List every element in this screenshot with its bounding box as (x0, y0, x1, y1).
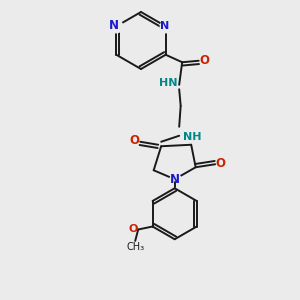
Text: NH: NH (182, 132, 201, 142)
Text: HN: HN (158, 78, 177, 88)
Text: O: O (199, 54, 209, 67)
Text: O: O (216, 157, 226, 170)
Text: N: N (160, 21, 169, 31)
Text: CH₃: CH₃ (126, 242, 144, 252)
Text: O: O (130, 134, 140, 147)
Text: N: N (109, 19, 119, 32)
Text: N: N (170, 173, 180, 186)
Text: O: O (129, 224, 138, 234)
